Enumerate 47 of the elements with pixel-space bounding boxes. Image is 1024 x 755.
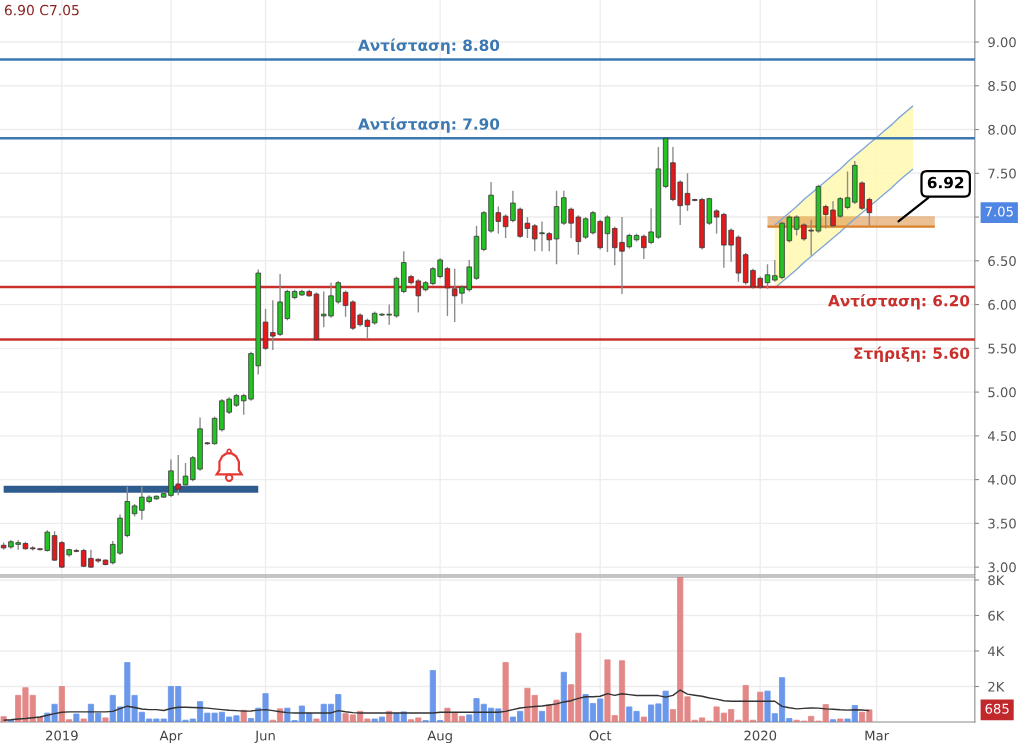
y-tick-label: 7.50 [988, 168, 1016, 179]
bar [560, 671, 567, 723]
line-series [2, 689, 871, 721]
text: 7.05 [985, 206, 1013, 217]
line-series [774, 105, 914, 226]
y-tick-label: 6.00 [988, 299, 1016, 310]
bar [640, 716, 647, 723]
bar [829, 719, 837, 723]
annotation: 6.90 C7.05 [4, 4, 79, 16]
y-tick-label: 3.50 [988, 518, 1016, 529]
bar [502, 662, 509, 723]
x-tick-label: Apr [159, 730, 183, 744]
y-tick-label: 4.50 [987, 431, 1016, 442]
y-tick-label: 4K [987, 646, 1005, 657]
x-tick-label: Jun [254, 730, 275, 744]
annotation: 6.92 [927, 176, 964, 189]
y-tick-label: 3.00 [988, 562, 1016, 573]
candlestick [684, 172, 691, 212]
bar [80, 718, 87, 723]
line-series [774, 168, 914, 289]
ref-line-label: Αντίσταση: 6.20 [828, 294, 970, 310]
y-tick-label: 6.50 [988, 256, 1016, 267]
bar [73, 713, 80, 723]
y-tick-label: 9.00 [988, 37, 1016, 48]
x-tick-label: Mar [865, 730, 890, 741]
ref-line-label: Αντίσταση: 7.90 [358, 117, 500, 133]
x-tick-label: 2020 [744, 730, 777, 741]
y-tick-label: 8.00 [988, 124, 1016, 135]
x-tick-label: Aug [427, 730, 452, 744]
candlestick [182, 462, 189, 488]
x-tick-label: Oct [589, 730, 612, 741]
y-tick-label: 8K [988, 575, 1005, 586]
y-tick-label: 5.50 [988, 343, 1016, 354]
bar [538, 710, 546, 723]
ref-line-label: Αντίσταση: 8.80 [358, 38, 500, 54]
text: 685 [985, 703, 1009, 714]
y-tick-label: 6K [988, 610, 1005, 621]
x-tick-label: 2019 [46, 730, 78, 741]
bar [102, 717, 109, 723]
bar [313, 718, 320, 723]
bar [837, 718, 844, 723]
y-tick-label: 5.00 [988, 387, 1016, 398]
candlestick [764, 263, 771, 290]
y-tick-label: 8.50 [988, 80, 1016, 91]
y-tick-label: 2K [988, 681, 1005, 692]
ref-line-label: Στήριξη: 5.60 [854, 346, 970, 362]
y-tick-label: 4.00 [987, 474, 1016, 485]
